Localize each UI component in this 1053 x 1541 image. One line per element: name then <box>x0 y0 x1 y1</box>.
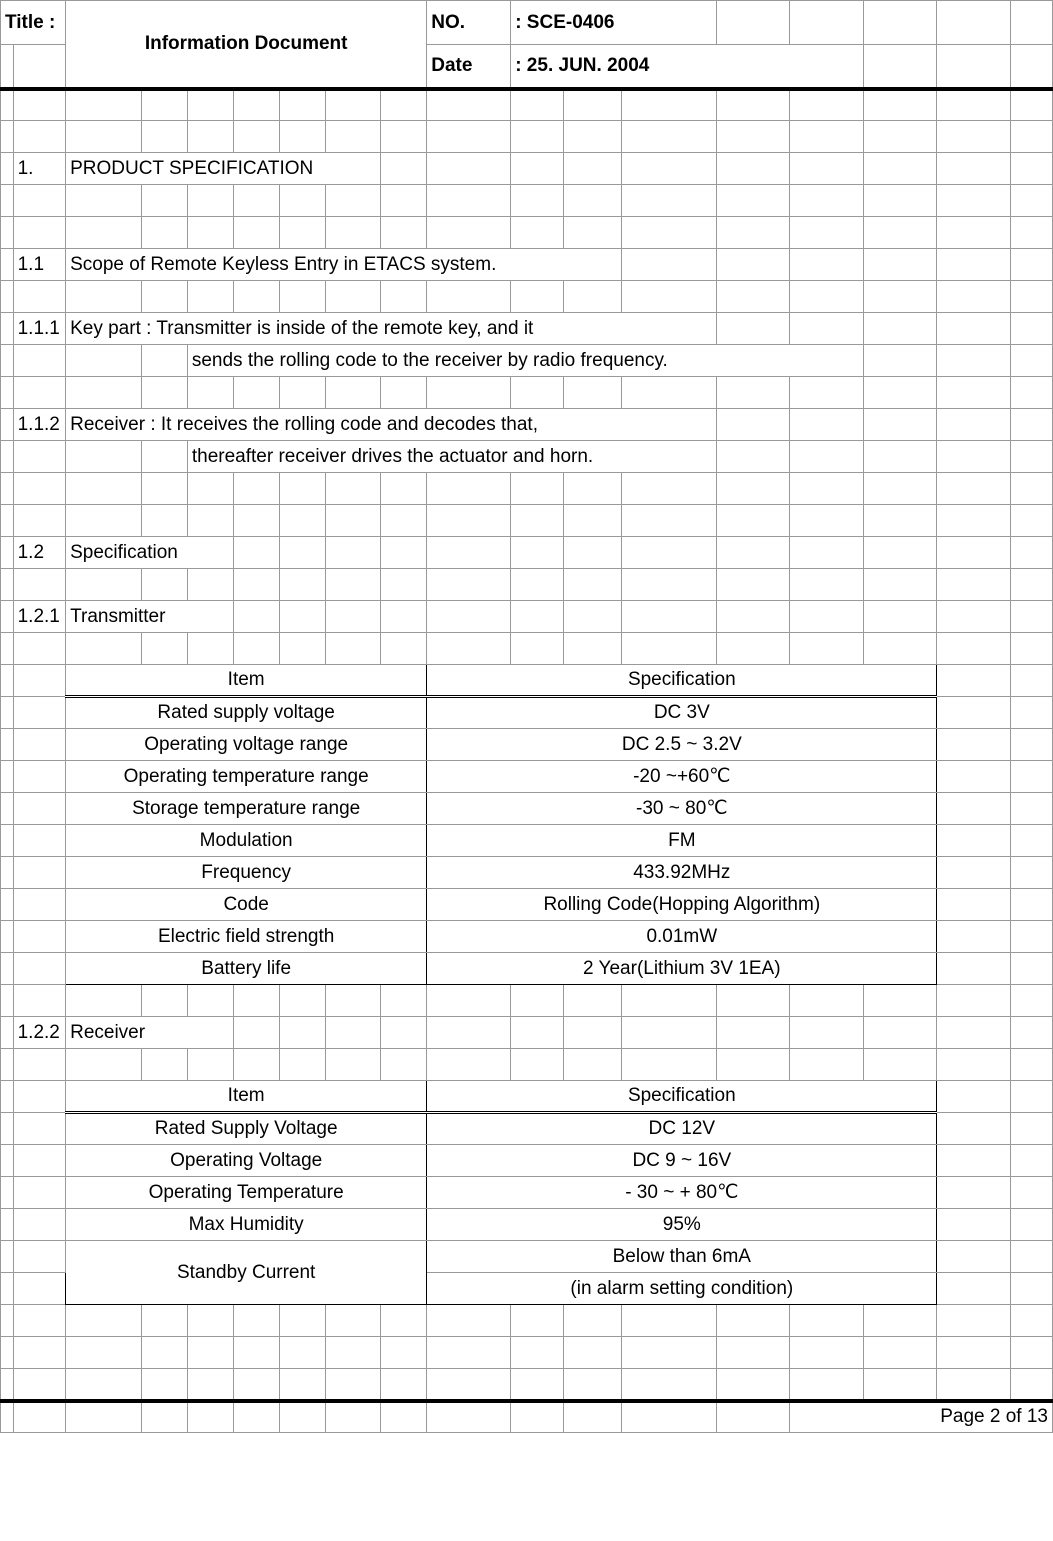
rx-row-1-spec: DC 9 ~ 16V <box>427 1145 937 1177</box>
section-1-num: 1. <box>13 153 66 185</box>
title-label: Title : <box>1 1 66 45</box>
tx-table-header-item: Item <box>66 665 427 697</box>
tx-row-4-spec: FM <box>427 825 937 857</box>
information-document-title: Information Document <box>66 1 427 89</box>
section-1-1-text: Scope of Remote Keyless Entry in ETACS s… <box>66 249 622 281</box>
tx-row-8-item: Battery life <box>66 953 427 985</box>
section-1-2-num: 1.2 <box>13 537 66 569</box>
section-1-2-2-text: Receiver <box>66 1017 234 1049</box>
tx-row-3-spec: -30 ~ 80℃ <box>427 793 937 825</box>
tx-row-5-spec: 433.92MHz <box>427 857 937 889</box>
section-1-1-1-num: 1.1.1 <box>13 313 66 345</box>
document-grid: Title : Information Document NO. : SCE-0… <box>0 0 1053 1433</box>
rx-standby-spec1: Below than 6mA <box>427 1241 937 1273</box>
section-1-1-2-text: Receiver : It receives the rolling code … <box>66 409 717 441</box>
rx-row-3-item: Max Humidity <box>66 1209 427 1241</box>
section-1-1-num: 1.1 <box>13 249 66 281</box>
tx-row-6-item: Code <box>66 889 427 921</box>
tx-row-8-spec: 2 Year(Lithium 3V 1EA) <box>427 953 937 985</box>
tx-row-5-item: Frequency <box>66 857 427 889</box>
section-1-1-2-num: 1.1.2 <box>13 409 66 441</box>
tx-table-header-spec: Specification <box>427 665 937 697</box>
section-1-text: PRODUCT SPECIFICATION <box>66 153 381 185</box>
doc-number: : SCE-0406 <box>511 1 717 45</box>
rx-standby-item: Standby Current <box>66 1241 427 1305</box>
no-label: NO. <box>427 1 511 45</box>
section-1-1-2-cont: thereafter receiver drives the actuator … <box>187 441 716 473</box>
tx-row-7-item: Electric field strength <box>66 921 427 953</box>
date-value: : 25. JUN. 2004 <box>511 45 864 89</box>
rx-row-0-spec: DC 12V <box>427 1113 937 1145</box>
section-1-2-1-num: 1.2.1 <box>13 601 66 633</box>
rx-row-2-spec: - 30 ~ + 80℃ <box>427 1177 937 1209</box>
tx-row-2-item: Operating temperature range <box>66 761 427 793</box>
section-1-1-1-text: Key part : Transmitter is inside of the … <box>66 313 717 345</box>
section-1-1-1-cont: sends the rolling code to the receiver b… <box>187 345 863 377</box>
date-label: Date <box>427 45 511 89</box>
tx-row-0-spec: DC 3V <box>427 697 937 729</box>
tx-row-0-item: Rated supply voltage <box>66 697 427 729</box>
tx-row-1-spec: DC 2.5 ~ 3.2V <box>427 729 937 761</box>
tx-row-1-item: Operating voltage range <box>66 729 427 761</box>
rx-row-2-item: Operating Temperature <box>66 1177 427 1209</box>
rx-standby-spec2: (in alarm setting condition) <box>427 1273 937 1305</box>
tx-row-3-item: Storage temperature range <box>66 793 427 825</box>
section-1-2-text: Specification <box>66 537 234 569</box>
rx-row-0-item: Rated Supply Voltage <box>66 1113 427 1145</box>
section-1-2-1-text: Transmitter <box>66 601 234 633</box>
tx-row-2-spec: -20 ~+60℃ <box>427 761 937 793</box>
tx-row-7-spec: 0.01mW <box>427 921 937 953</box>
tx-row-4-item: Modulation <box>66 825 427 857</box>
tx-row-6-spec: Rolling Code(Hopping Algorithm) <box>427 889 937 921</box>
rx-row-3-spec: 95% <box>427 1209 937 1241</box>
page-footer: Page 2 of 13 <box>790 1401 1053 1433</box>
rx-table-header-item: Item <box>66 1081 427 1113</box>
rx-table-header-spec: Specification <box>427 1081 937 1113</box>
section-1-2-2-num: 1.2.2 <box>13 1017 66 1049</box>
rx-row-1-item: Operating Voltage <box>66 1145 427 1177</box>
